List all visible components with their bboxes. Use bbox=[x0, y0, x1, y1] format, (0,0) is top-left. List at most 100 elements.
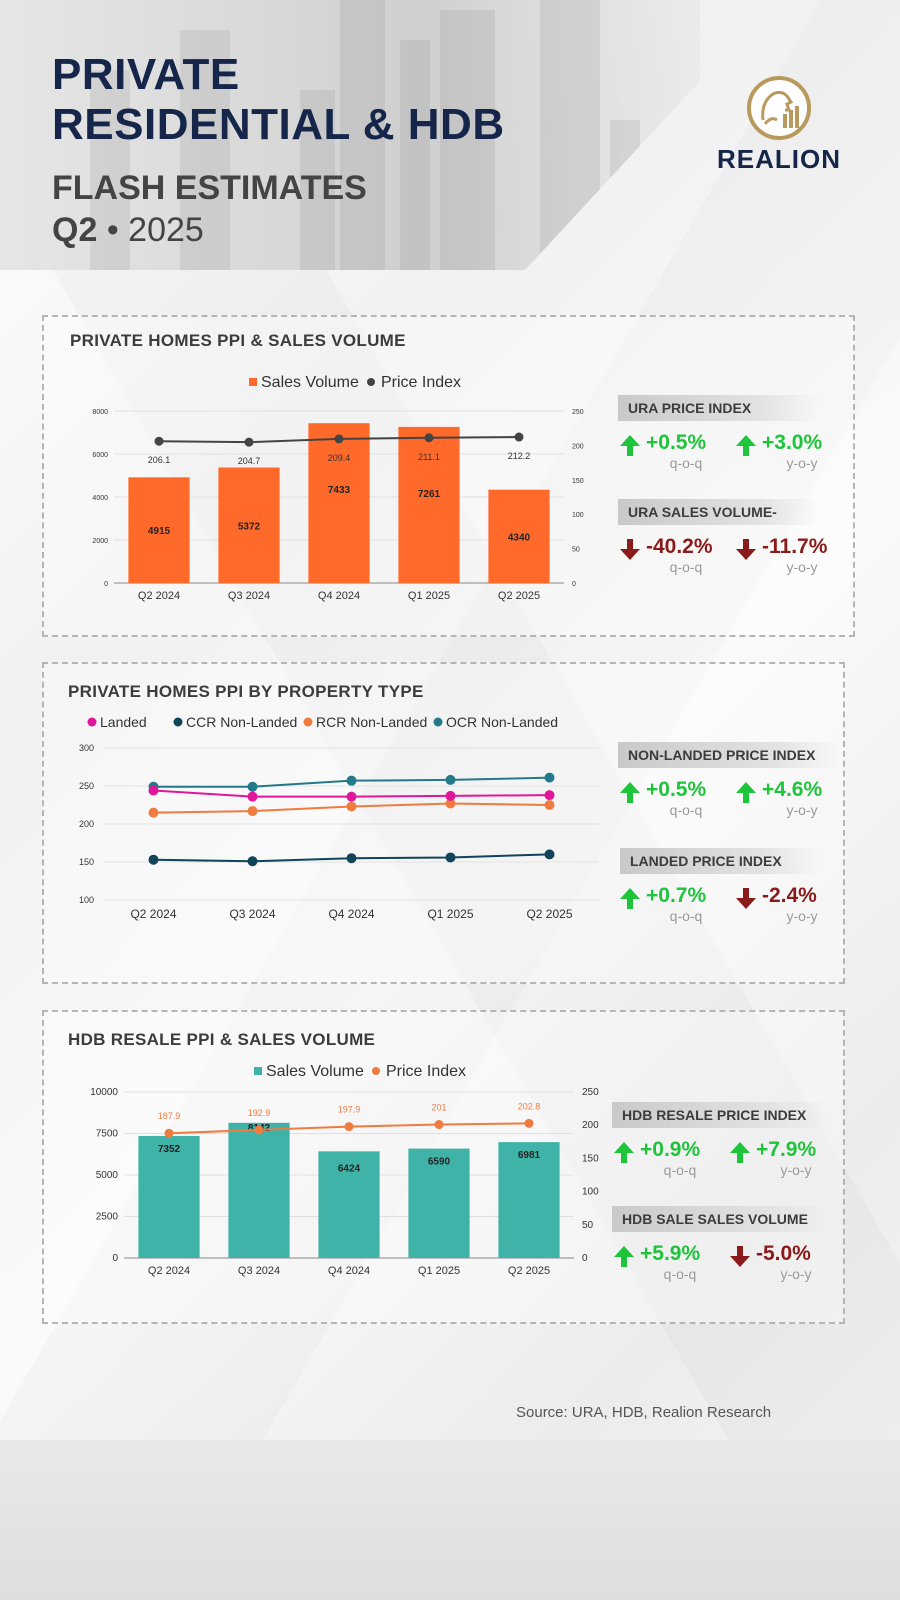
stat-hdb-sales-qoq: +5.9% q-o-q bbox=[612, 1242, 722, 1286]
x-tick-label: Q2 2025 bbox=[508, 1265, 550, 1277]
stat-period: y-o-y bbox=[786, 908, 818, 924]
bar-sales-volume bbox=[228, 1122, 290, 1258]
bar-sales-volume bbox=[308, 423, 370, 583]
stat-period: y-o-y bbox=[780, 1266, 812, 1282]
x-tick-label: Q1 2025 bbox=[408, 590, 450, 602]
stat-value: +0.5% bbox=[646, 431, 707, 454]
point-price-index bbox=[514, 432, 524, 442]
stat-value: +0.9% bbox=[640, 1138, 701, 1161]
stat-value: +0.5% bbox=[646, 778, 707, 801]
stat-hdb-sales-yoy: -5.0% y-o-y bbox=[728, 1242, 838, 1286]
point-price-index bbox=[154, 436, 164, 446]
arrow-down-icon bbox=[736, 539, 756, 560]
lion-emblem-icon bbox=[747, 76, 811, 140]
stat-value: -40.2% bbox=[646, 535, 713, 558]
y-left-tick-label: 7500 bbox=[96, 1129, 119, 1140]
y-tick-label: 200 bbox=[79, 819, 94, 829]
point-ccr-non-landed bbox=[148, 854, 159, 865]
y-tick-label: 150 bbox=[79, 857, 94, 867]
y-left-tick-label: 10000 bbox=[90, 1087, 118, 1098]
bar-value-label: 4340 bbox=[508, 532, 531, 543]
y-tick-label: 250 bbox=[79, 781, 94, 791]
x-tick-label: Q2 2024 bbox=[148, 1265, 190, 1277]
stat-period: y-o-y bbox=[786, 455, 818, 471]
price-index-label: 197.9 bbox=[338, 1105, 361, 1115]
panel-title: HDB RESALE PPI & SALES VOLUME bbox=[68, 1030, 376, 1049]
bar-sales-volume bbox=[138, 1135, 200, 1258]
stat-value: +3.0% bbox=[762, 431, 823, 454]
y-right-tick-label: 200 bbox=[582, 1120, 599, 1131]
bar-value-label: 6590 bbox=[428, 1157, 451, 1168]
bar-value-label: 5372 bbox=[238, 521, 261, 532]
stat-landed-yoy: -2.4% y-o-y bbox=[734, 884, 844, 928]
stat-heading-hdb-resale-price-index: HDB RESALE PRICE INDEX bbox=[612, 1102, 830, 1128]
stat-ura-sales-qoq: -40.2% q-o-q bbox=[618, 535, 728, 579]
bar-value-label: 7433 bbox=[328, 485, 351, 496]
stat-period: y-o-y bbox=[786, 559, 818, 575]
price-index-label: 204.7 bbox=[238, 456, 261, 466]
x-tick-label: Q3 2024 bbox=[228, 590, 270, 602]
panel-private-ppi-by-type: PRIVATE HOMES PPI BY PROPERTY TYPE Lande… bbox=[42, 662, 845, 984]
x-tick-label: Q2 2025 bbox=[498, 590, 540, 602]
price-index-label: 187.9 bbox=[158, 1111, 181, 1121]
point-price-index bbox=[244, 437, 254, 447]
arrow-down-icon bbox=[620, 539, 640, 560]
bar-sales-volume bbox=[218, 467, 280, 583]
point-rcr-non-landed bbox=[445, 798, 456, 809]
x-tick-label: Q1 2025 bbox=[427, 907, 473, 921]
legend-swatch-rcr-non-landed bbox=[303, 717, 313, 727]
year: 2025 bbox=[128, 211, 204, 249]
chart-hdb-ppi-sales: Sales Volume Price Index02500500075001000… bbox=[90, 1064, 599, 1277]
stat-landed-qoq: +0.7% q-o-q bbox=[618, 884, 728, 928]
bar-sales-volume bbox=[408, 1148, 470, 1258]
x-tick-label: Q4 2024 bbox=[318, 590, 360, 602]
point-price-index bbox=[344, 1122, 354, 1132]
stat-period: q-o-q bbox=[669, 455, 703, 471]
brand-name: REALION bbox=[717, 144, 841, 174]
arrow-up-icon bbox=[614, 1142, 634, 1163]
price-index-label: 192.9 bbox=[248, 1108, 271, 1118]
stat-heading-landed-price-index: LANDED PRICE INDEX bbox=[620, 848, 820, 874]
point-landed bbox=[544, 790, 555, 801]
separator: • bbox=[106, 211, 119, 249]
stat-hdb-price-yoy: +7.9% y-o-y bbox=[728, 1138, 838, 1182]
stat-ura-price-qoq: +0.5% q-o-q bbox=[618, 431, 728, 475]
arrow-up-icon bbox=[620, 782, 640, 803]
stat-ura-price-yoy: +3.0% y-o-y bbox=[734, 431, 844, 475]
arrow-down-icon bbox=[730, 1246, 750, 1267]
y-right-tick-label: 200 bbox=[572, 443, 584, 450]
y-right-tick-label: 0 bbox=[572, 581, 576, 588]
stat-period: q-o-q bbox=[669, 802, 703, 818]
y-right-tick-label: 0 bbox=[582, 1253, 588, 1264]
stat-period: q-o-q bbox=[663, 1162, 697, 1178]
stat-non-landed-qoq: +0.5% q-o-q bbox=[618, 778, 728, 822]
subtitle: FLASH ESTIMATES bbox=[52, 169, 367, 207]
stat-heading-ura-sales-volume: URA SALES VOLUME- bbox=[618, 499, 818, 525]
price-index-label: 206.1 bbox=[148, 455, 171, 465]
arrow-up-icon bbox=[736, 782, 756, 803]
brand-logo: REALION bbox=[714, 76, 844, 175]
bar-sales-volume bbox=[488, 489, 550, 583]
legend-swatch-sales-volume bbox=[249, 378, 257, 386]
legend-label-price-index: Price Index bbox=[386, 1064, 466, 1080]
stat-value: +7.9% bbox=[756, 1138, 817, 1161]
legend-swatch-price-index bbox=[367, 378, 375, 386]
bar-sales-volume bbox=[318, 1151, 380, 1258]
panel-hdb-ppi-sales: HDB RESALE PPI & SALES VOLUME Sales Volu… bbox=[42, 1010, 845, 1324]
y-left-tick-label: 4000 bbox=[92, 495, 108, 502]
stat-heading-non-landed-price-index: NON-LANDED PRICE INDEX bbox=[618, 742, 840, 768]
stat-value: +5.9% bbox=[640, 1242, 701, 1265]
y-left-tick-label: 0 bbox=[104, 581, 108, 588]
y-left-tick-label: 0 bbox=[112, 1253, 118, 1264]
y-right-tick-label: 100 bbox=[572, 512, 584, 519]
arrow-up-icon bbox=[614, 1246, 634, 1267]
y-tick-label: 100 bbox=[79, 895, 94, 905]
quarter: Q2 bbox=[52, 211, 98, 249]
y-left-tick-label: 5000 bbox=[96, 1170, 119, 1181]
y-left-tick-label: 2000 bbox=[92, 538, 108, 545]
source-note: Source: URA, HDB, Realion Research bbox=[516, 1404, 772, 1421]
arrow-up-icon bbox=[730, 1142, 750, 1163]
point-rcr-non-landed bbox=[148, 807, 159, 818]
point-price-index bbox=[434, 1120, 444, 1130]
stat-value: +4.6% bbox=[762, 778, 823, 801]
